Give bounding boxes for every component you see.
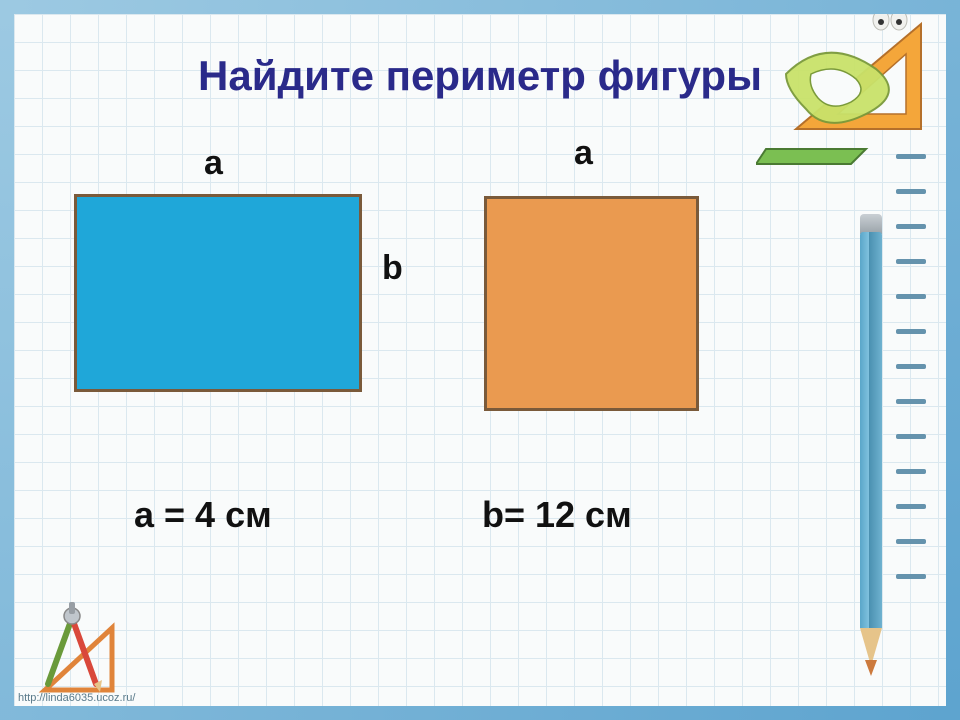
rectangle-label-b: b <box>382 249 403 288</box>
ruler-ticks <box>896 154 926 614</box>
slide-frame: Найдите периметр фигуры а b а а = 4 см b… <box>0 0 960 720</box>
rectangle-label-a: а <box>204 144 223 183</box>
pencil-icon <box>860 214 882 694</box>
rectangle-shape <box>74 194 362 392</box>
source-url: http://linda6035.ucoz.ru/ <box>18 692 135 704</box>
square-shape <box>484 196 699 411</box>
value-b: b= 12 см <box>482 494 632 536</box>
compass-icon <box>30 600 130 700</box>
value-a: а = 4 см <box>134 494 272 536</box>
geometry-tools-icon <box>756 14 936 174</box>
square-label-a: а <box>574 134 593 173</box>
